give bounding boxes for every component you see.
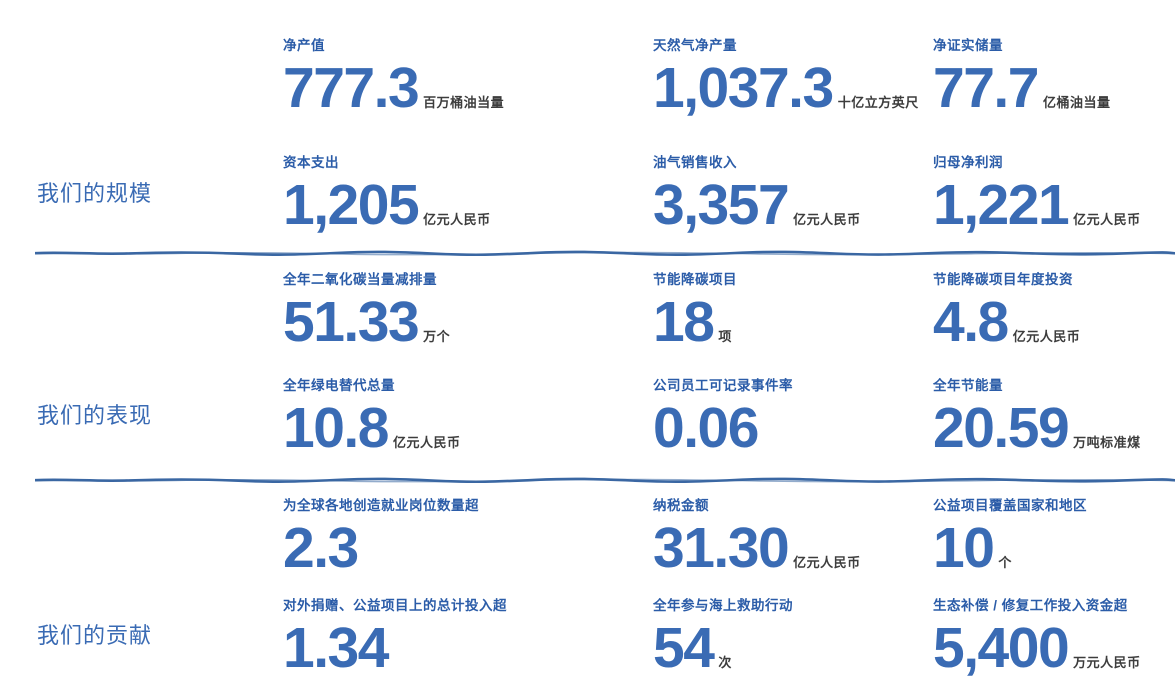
section-title-contribution: 我们的贡献 xyxy=(37,623,153,649)
stat-value: 77.7 xyxy=(933,55,1039,120)
brush-divider xyxy=(0,250,1175,256)
stat-value: 10 xyxy=(933,516,995,581)
stat-unit: 万吨标准煤 xyxy=(1073,434,1141,450)
stat-label: 全年参与海上救助行动 xyxy=(653,597,793,613)
stat-label: 油气销售收入 xyxy=(653,154,737,170)
stat-value: 1.34 xyxy=(283,615,389,680)
stat-line: 777.3 百万桶油当量 xyxy=(283,55,643,120)
stat-line: 54 次 xyxy=(653,615,923,680)
stat-line: 20.59 万吨标准煤 xyxy=(933,395,1165,460)
stat-label: 公益项目覆盖国家和地区 xyxy=(933,498,1087,514)
stat-line: 10.8 亿元人民币 xyxy=(283,395,643,460)
stat-label: 为全球各地创造就业岗位数量超 xyxy=(283,498,479,514)
section-scale: 我们的规模 净产值 777.3 百万桶油当量 天然气净产量 1,037.3 十亿… xyxy=(0,0,1175,250)
stat-card: 对外捐赠、公益项目上的总计投入超 1.34 xyxy=(283,585,653,684)
stat-card: 全年节能量 20.59 万吨标准煤 xyxy=(933,362,1175,468)
brush-divider xyxy=(0,477,1175,483)
stat-card: 节能降碳项目 18 项 xyxy=(653,256,933,362)
stat-card: 节能降碳项目年度投资 4.8 亿元人民币 xyxy=(933,256,1175,362)
stat-unit: 亿元人民币 xyxy=(793,211,861,227)
stat-unit: 项 xyxy=(718,329,732,345)
stat-label: 归母净利润 xyxy=(933,154,1003,170)
stat-unit: 十亿立方英尺 xyxy=(837,94,919,110)
stat-label: 对外捐赠、公益项目上的总计投入超 xyxy=(283,597,507,613)
stat-unit: 次 xyxy=(718,654,732,670)
stat-card: 公益项目覆盖国家和地区 10 个 xyxy=(933,485,1175,585)
stat-unit: 亿元人民币 xyxy=(1012,329,1081,345)
stat-line: 1.34 xyxy=(283,615,643,680)
stat-label: 纳税金额 xyxy=(653,498,709,514)
stat-card: 纳税金额 31.30 亿元人民币 xyxy=(653,485,933,585)
stat-value: 3,357 xyxy=(653,172,790,237)
stat-value: 0.06 xyxy=(653,395,759,460)
stat-card: 净产值 777.3 百万桶油当量 xyxy=(283,16,653,133)
stat-unit: 个 xyxy=(998,555,1012,571)
stat-card: 全年绿电替代总量 10.8 亿元人民币 xyxy=(283,362,653,468)
stat-value: 54 xyxy=(653,615,715,680)
stat-card: 天然气净产量 1,037.3 十亿立方英尺 xyxy=(653,16,933,133)
stat-label: 净证实储量 xyxy=(933,37,1003,53)
stat-label: 天然气净产量 xyxy=(653,37,737,53)
stat-unit: 百万桶油当量 xyxy=(423,94,505,110)
stat-value: 2.3 xyxy=(283,516,359,581)
stat-value: 5,400 xyxy=(933,615,1070,680)
stat-label: 节能降碳项目 xyxy=(653,272,737,288)
stat-unit: 亿元人民币 xyxy=(793,555,861,571)
stat-value: 1,205 xyxy=(283,172,420,237)
stat-line: 51.33 万个 xyxy=(283,290,643,355)
stat-line: 77.7 亿桶油当量 xyxy=(933,55,1165,120)
stat-card: 净证实储量 77.7 亿桶油当量 xyxy=(933,16,1175,133)
stat-value: 1,221 xyxy=(933,172,1070,237)
stat-card: 为全球各地创造就业岗位数量超 2.3 xyxy=(283,485,653,585)
stat-label: 公司员工可记录事件率 xyxy=(653,377,793,393)
section-title-scale: 我们的规模 xyxy=(37,180,153,206)
stat-line: 31.30 亿元人民币 xyxy=(653,516,923,581)
stat-unit: 亿桶油当量 xyxy=(1042,94,1111,110)
stat-label: 全年节能量 xyxy=(933,377,1003,393)
stat-card: 生态补偿 / 修复工作投入资金超 5,400 万元人民币 xyxy=(933,585,1175,684)
stat-label: 资本支出 xyxy=(283,154,339,170)
stat-value: 20.59 xyxy=(933,395,1070,460)
stat-value: 10.8 xyxy=(283,395,389,460)
stat-label: 生态补偿 / 修复工作投入资金超 xyxy=(933,597,1128,613)
stat-value: 4.8 xyxy=(933,290,1009,355)
stat-line: 2.3 xyxy=(283,516,643,581)
stat-label: 节能降碳项目年度投资 xyxy=(933,272,1073,288)
stat-unit: 万元人民币 xyxy=(1073,654,1141,670)
stat-line: 0.06 xyxy=(653,395,923,460)
section-performance: 我们的表现 全年二氧化碳当量减排量 51.33 万个 节能降碳项目 18 项 节… xyxy=(0,256,1175,477)
stat-value: 18 xyxy=(653,290,715,355)
stat-card: 资本支出 1,205 亿元人民币 xyxy=(283,133,653,250)
stat-card: 全年二氧化碳当量减排量 51.33 万个 xyxy=(283,256,653,362)
section-title-performance: 我们的表现 xyxy=(37,403,153,429)
stat-line: 18 项 xyxy=(653,290,923,355)
section-contribution: 我们的贡献 为全球各地创造就业岗位数量超 2.3 纳税金额 31.30 亿元人民… xyxy=(0,483,1175,684)
stat-label: 净产值 xyxy=(283,37,325,53)
stat-card: 公司员工可记录事件率 0.06 xyxy=(653,362,933,468)
stat-line: 1,037.3 十亿立方英尺 xyxy=(653,55,923,120)
stat-label: 全年二氧化碳当量减排量 xyxy=(283,272,437,288)
stat-value: 1,037.3 xyxy=(653,55,834,120)
stat-unit: 亿元人民币 xyxy=(392,434,461,450)
stat-unit: 万个 xyxy=(423,329,451,345)
stat-line: 4.8 亿元人民币 xyxy=(933,290,1165,355)
stat-unit: 亿元人民币 xyxy=(1073,211,1141,227)
stat-card: 油气销售收入 3,357 亿元人民币 xyxy=(653,133,933,250)
stat-label: 全年绿电替代总量 xyxy=(283,377,395,393)
stat-line: 1,205 亿元人民币 xyxy=(283,172,643,237)
stat-card: 全年参与海上救助行动 54 次 xyxy=(653,585,933,684)
stat-unit: 亿元人民币 xyxy=(423,211,491,227)
stat-line: 10 个 xyxy=(933,516,1165,581)
stat-line: 5,400 万元人民币 xyxy=(933,615,1165,680)
stat-value: 51.33 xyxy=(283,290,420,355)
stat-value: 777.3 xyxy=(283,55,420,120)
stat-line: 1,221 亿元人民币 xyxy=(933,172,1165,237)
stat-line: 3,357 亿元人民币 xyxy=(653,172,923,237)
stat-card: 归母净利润 1,221 亿元人民币 xyxy=(933,133,1175,250)
stat-value: 31.30 xyxy=(653,516,790,581)
